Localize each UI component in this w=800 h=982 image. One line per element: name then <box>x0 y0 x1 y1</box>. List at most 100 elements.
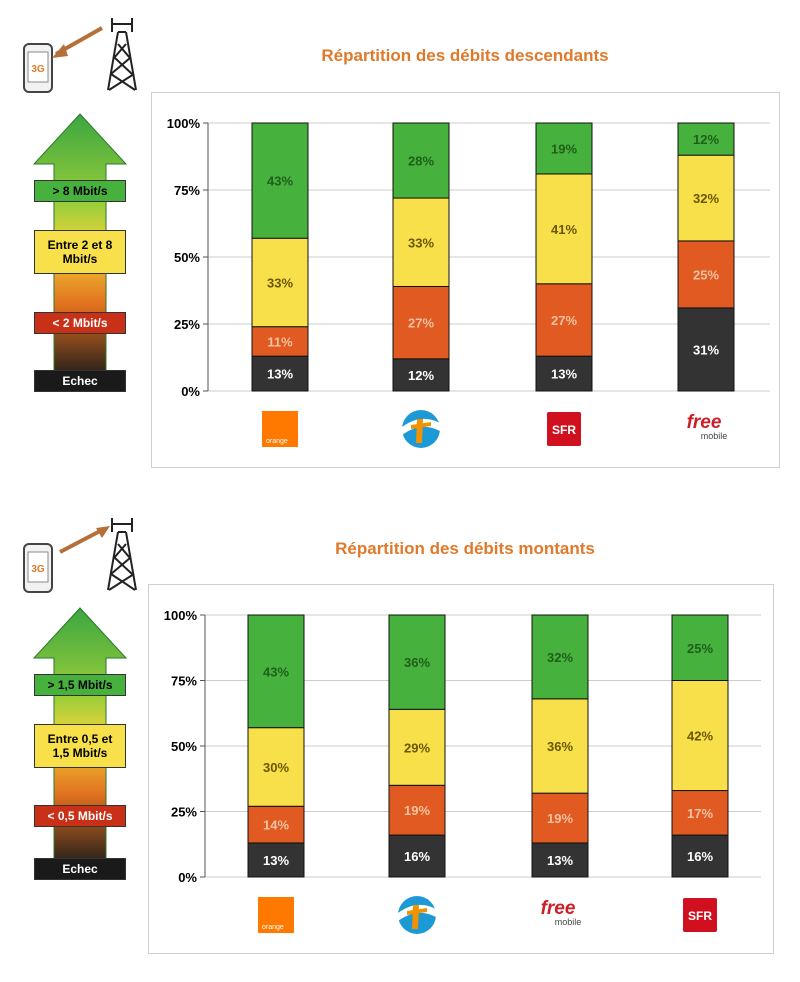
y-tick-label: 100% <box>164 608 198 623</box>
legend-mid: Entre 0,5 et 1,5 Mbit/s <box>34 724 126 768</box>
data-label-fail: 31% <box>693 342 719 357</box>
logo-SFR: SFR <box>547 412 581 446</box>
logo-SFR: SFR <box>683 898 717 932</box>
data-label-low: 19% <box>547 811 573 826</box>
data-label-low: 14% <box>263 818 289 833</box>
legend-fail: Echec <box>34 858 126 880</box>
data-label-low: 17% <box>687 806 713 821</box>
y-tick-label: 75% <box>174 183 200 198</box>
y-tick-label: 0% <box>178 870 197 885</box>
logo-subtext: mobile <box>701 431 728 441</box>
data-label-mid: 33% <box>408 235 434 250</box>
data-label-mid: 41% <box>551 222 577 237</box>
data-label-high: 12% <box>693 132 719 147</box>
y-tick-label: 75% <box>171 674 197 689</box>
legend-high: > 8 Mbit/s <box>34 180 126 202</box>
bar-segment-mid <box>388 708 446 786</box>
data-label-low: 27% <box>408 316 434 331</box>
logo-text: orange <box>262 924 284 931</box>
bar-segment-mid <box>392 197 450 287</box>
bar-segment-high <box>251 122 309 239</box>
data-label-mid: 30% <box>263 760 289 775</box>
phone-badge-text: 3G <box>31 564 45 575</box>
logo-text: orange <box>266 438 288 445</box>
phone-icon: 3G <box>23 43 53 93</box>
data-label-high: 36% <box>404 655 430 670</box>
bar-segment-mid <box>535 173 593 285</box>
stacked-bar-chart: 0% 25% 50% 75% 100% 13% 11% 33% 43% 12% 27% 33% 28% 1… <box>167 116 770 448</box>
bar-segment-low <box>677 240 735 309</box>
legend-mid: Entre 2 et 8 Mbit/s <box>34 230 126 274</box>
data-label-mid: 42% <box>687 729 713 744</box>
bar-segment-low <box>671 790 729 836</box>
bar-segment-mid <box>251 237 309 328</box>
logo-text: SFR <box>688 909 712 923</box>
data-label-fail: 13% <box>551 367 577 382</box>
logo-orange: orange <box>262 411 298 447</box>
downlink-panel: 3G Répartition des débits descendants <box>0 0 800 490</box>
data-label-low: 19% <box>404 803 430 818</box>
bar-segment-fail <box>671 834 729 878</box>
bar-segment-high <box>671 614 729 681</box>
data-label-fail: 13% <box>547 853 573 868</box>
chart-title: Répartition des débits montants <box>335 539 595 558</box>
bar-segment-high <box>388 614 446 710</box>
antenna-tower-icon <box>107 18 137 91</box>
data-label-high: 32% <box>547 650 573 665</box>
bar-segment-high <box>531 614 589 700</box>
logo-subtext: mobile <box>555 917 582 927</box>
logo-text: SFR <box>552 423 576 437</box>
bar-segment-high <box>677 122 735 156</box>
data-label-mid: 29% <box>404 740 430 755</box>
legend-mid-line1: Entre 0,5 et <box>47 732 113 746</box>
logo-text: free <box>687 412 722 433</box>
chart-frame: 0% 25% 50% 75% 100% 13% 14% 30% 43% 16% 19% 29% 36% 1… <box>148 584 774 954</box>
y-tick-label: 25% <box>171 805 197 820</box>
bar-segment-high <box>392 122 450 199</box>
legend-low: < 0,5 Mbit/s <box>34 805 126 827</box>
data-label-fail: 12% <box>408 368 434 383</box>
data-label-mid: 32% <box>693 191 719 206</box>
data-label-high: 43% <box>267 174 293 189</box>
y-tick-label: 0% <box>181 384 200 399</box>
legend-fail: Echec <box>34 370 126 392</box>
legend-low: < 2 Mbit/s <box>34 312 126 334</box>
data-label-low: 11% <box>267 334 293 349</box>
data-label-high: 28% <box>408 154 434 169</box>
data-label-mid: 33% <box>267 275 293 290</box>
logo-orange: orange <box>258 897 294 933</box>
bar-segment-low <box>535 283 593 357</box>
bar-segment-fail <box>392 358 450 392</box>
arrow-icon <box>59 526 110 554</box>
data-label-low: 27% <box>551 313 577 328</box>
legend-high: > 1,5 Mbit/s <box>34 674 126 696</box>
stacked-bar-chart: 0% 25% 50% 75% 100% 13% 14% 30% 43% 16% 19% 29% 36% 1… <box>164 608 761 934</box>
logo-text: free <box>541 898 576 919</box>
data-label-fail: 13% <box>263 853 289 868</box>
chart-title: Répartition des débits descendants <box>321 46 609 65</box>
bar-segment-fail <box>677 307 735 392</box>
bar-segment-mid <box>677 154 735 242</box>
arrow-icon <box>52 26 103 58</box>
bar-segment-low <box>531 792 589 844</box>
y-tick-label: 50% <box>171 739 197 754</box>
bar-segment-mid <box>671 680 729 792</box>
legend-mid-line2: Mbit/s <box>62 252 98 266</box>
legend: > 1,5 Mbit/s Entre 0,5 et 1,5 Mbit/s < 0… <box>20 606 140 888</box>
legend-mid-line2: 1,5 Mbit/s <box>52 746 108 760</box>
legend-mid-line1: Entre 2 et 8 <box>47 238 113 252</box>
legend: > 8 Mbit/s Entre 2 et 8 Mbit/s < 2 Mbit/… <box>20 112 140 402</box>
phone-tower-icon: 3G <box>23 518 137 593</box>
phone-badge-text: 3G <box>31 64 45 75</box>
y-tick-label: 25% <box>174 317 200 332</box>
bar-segment-fail <box>251 355 309 392</box>
bar-segment-fail <box>535 355 593 392</box>
data-label-mid: 36% <box>547 739 573 754</box>
bar-segment-low <box>388 784 446 836</box>
y-tick-label: 100% <box>167 116 201 131</box>
data-label-high: 43% <box>263 664 289 679</box>
bar-segment-high <box>247 614 305 729</box>
phone-tower-icon: 3G <box>23 18 137 93</box>
